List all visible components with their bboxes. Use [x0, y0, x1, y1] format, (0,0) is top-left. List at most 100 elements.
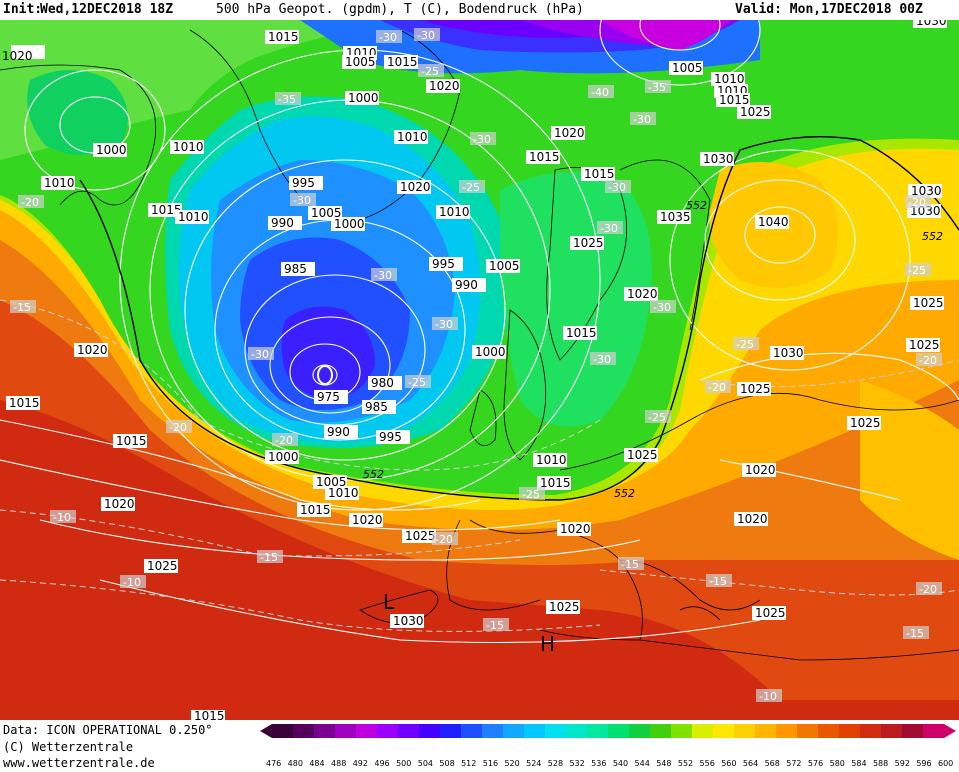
legend-tick-label: 536	[591, 759, 606, 768]
svg-text:1000: 1000	[268, 450, 299, 464]
pressure-label: 985	[362, 400, 396, 414]
svg-text:1010: 1010	[178, 210, 209, 224]
pressure-label: 1025	[144, 559, 178, 573]
svg-text:1000: 1000	[475, 345, 506, 359]
temperature-label: -30	[597, 221, 623, 235]
svg-text:-15: -15	[486, 619, 504, 632]
svg-text:1015: 1015	[116, 434, 147, 448]
map-header: Init: Wed,12DEC2018 18Z 500 hPa Geopot. …	[0, 0, 959, 20]
pressure-label: 1025	[624, 448, 658, 462]
temperature-label: -30	[590, 352, 616, 366]
legend-tick-label: 480	[288, 759, 303, 768]
pressure-label: 1015	[581, 167, 615, 181]
pressure-label: 1020	[624, 287, 658, 301]
svg-text:1005: 1005	[489, 259, 520, 273]
legend-tick-label: 588	[873, 759, 888, 768]
legend-swatch	[818, 724, 840, 738]
svg-text:1000: 1000	[348, 91, 379, 105]
legend-swatch	[692, 724, 714, 738]
svg-text:995: 995	[379, 430, 402, 444]
temperature-label: -10	[120, 575, 146, 589]
svg-text:1020: 1020	[352, 513, 383, 527]
pressure-label: 990	[268, 216, 302, 230]
legend-swatch	[272, 724, 294, 738]
pressure-label: 995	[289, 176, 323, 190]
svg-text:-40: -40	[591, 86, 609, 99]
svg-text:-30: -30	[374, 269, 392, 282]
svg-text:1020: 1020	[737, 512, 768, 526]
svg-text:975: 975	[317, 390, 340, 404]
temperature-label: -30	[470, 132, 496, 146]
legend-tick-label: 572	[786, 759, 801, 768]
pressure-label: 1015	[265, 30, 299, 44]
pressure-label: 1030	[913, 20, 947, 28]
legend-swatch	[713, 724, 735, 738]
svg-text:-15: -15	[709, 575, 727, 588]
svg-text:1020: 1020	[77, 343, 108, 357]
svg-text:-15: -15	[906, 627, 924, 640]
pressure-label: 995	[376, 430, 410, 444]
geopotential-label: 552	[686, 199, 707, 212]
svg-text:1015: 1015	[529, 150, 560, 164]
svg-text:-35: -35	[278, 93, 296, 106]
svg-text:-30: -30	[473, 133, 491, 146]
pressure-label: 985	[281, 262, 315, 276]
svg-text:1020: 1020	[554, 126, 585, 140]
pressure-label: 1000	[331, 217, 365, 231]
legend-swatch	[482, 724, 504, 738]
init-value: Wed,12DEC2018 18Z	[40, 2, 174, 17]
pressure-label: 1035	[657, 210, 691, 224]
temperature-label: -20	[272, 433, 298, 447]
legend-tick-label: 532	[569, 759, 584, 768]
pressure-label: 1025	[570, 236, 604, 250]
svg-text:1025: 1025	[549, 600, 580, 614]
svg-text:1025: 1025	[740, 105, 771, 119]
geopotential-552-line	[79, 135, 959, 501]
temperature-label: -20	[705, 380, 731, 394]
legend-swatch	[461, 724, 483, 738]
svg-text:-30: -30	[251, 348, 269, 361]
svg-text:-25: -25	[408, 376, 426, 389]
pressure-label: 1020	[426, 79, 460, 93]
website-link[interactable]: www.wetterzentrale.de	[3, 756, 155, 770]
legend-swatch	[314, 724, 336, 738]
pressure-label: 1030	[700, 152, 734, 166]
valid-time: Valid: Mon,17DEC2018 00Z	[735, 2, 923, 17]
temperature-label: -30	[376, 30, 402, 44]
svg-text:995: 995	[292, 176, 315, 190]
map-title: 500 hPa Geopot. (gpdm), T (C), Bodendruc…	[216, 2, 584, 17]
temperature-label: -25	[905, 263, 931, 277]
geopotential-label: 552	[922, 230, 943, 243]
svg-text:1010: 1010	[536, 453, 567, 467]
svg-text:1015: 1015	[194, 709, 225, 720]
svg-text:-30: -30	[653, 301, 671, 314]
svg-text:-20: -20	[169, 421, 187, 434]
pressure-label: 1005	[308, 206, 342, 220]
svg-text:1005: 1005	[345, 55, 376, 69]
weather-map[interactable]: 1015 1010 1005 1015 1020 1000 1010 1015 …	[0, 20, 959, 720]
svg-text:1010: 1010	[714, 72, 745, 86]
legend-swatch	[566, 724, 588, 738]
temperature-label: -30	[371, 268, 397, 282]
temperature-label: -15	[706, 574, 732, 588]
svg-text:-30: -30	[435, 318, 453, 331]
legend-swatch	[377, 724, 399, 738]
pressure-label: 1035	[625, 448, 626, 449]
pressure-label: 1030	[390, 614, 424, 628]
temperature-label: -20	[432, 532, 458, 546]
pressure-label: 1020	[551, 126, 585, 140]
svg-text:1025: 1025	[740, 382, 771, 396]
legend-tick-label: 584	[851, 759, 866, 768]
legend-tick-label: 508	[439, 759, 454, 768]
temperature-label: -30	[290, 193, 316, 207]
legend-swatch	[860, 724, 882, 738]
svg-text:-10: -10	[53, 511, 71, 524]
legend-swatch	[587, 724, 609, 738]
legend-swatch	[335, 724, 357, 738]
pressure-label: 1040	[755, 215, 789, 229]
svg-text:1020: 1020	[104, 497, 135, 511]
svg-text:-30: -30	[379, 31, 397, 44]
pressure-label: 1020	[2, 45, 45, 63]
pressure-label: 990	[324, 425, 358, 439]
pressure-label: 1025	[752, 606, 786, 620]
